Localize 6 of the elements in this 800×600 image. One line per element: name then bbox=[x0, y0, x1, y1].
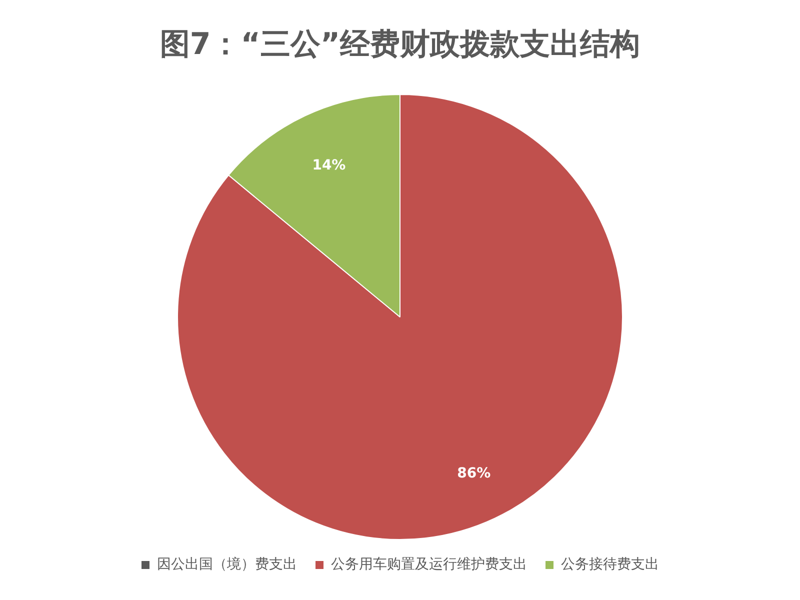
data-label: 14% bbox=[312, 158, 346, 174]
legend-label: 因公出国（境）费支出 bbox=[157, 556, 297, 573]
data-label: 86% bbox=[457, 466, 491, 482]
chart-title: 图7：“三公”经费财政拨款支出结构 bbox=[160, 26, 640, 62]
legend-label: 公务接待费支出 bbox=[561, 556, 659, 573]
legend-label: 公务用车购置及运行维护费支出 bbox=[331, 556, 527, 573]
